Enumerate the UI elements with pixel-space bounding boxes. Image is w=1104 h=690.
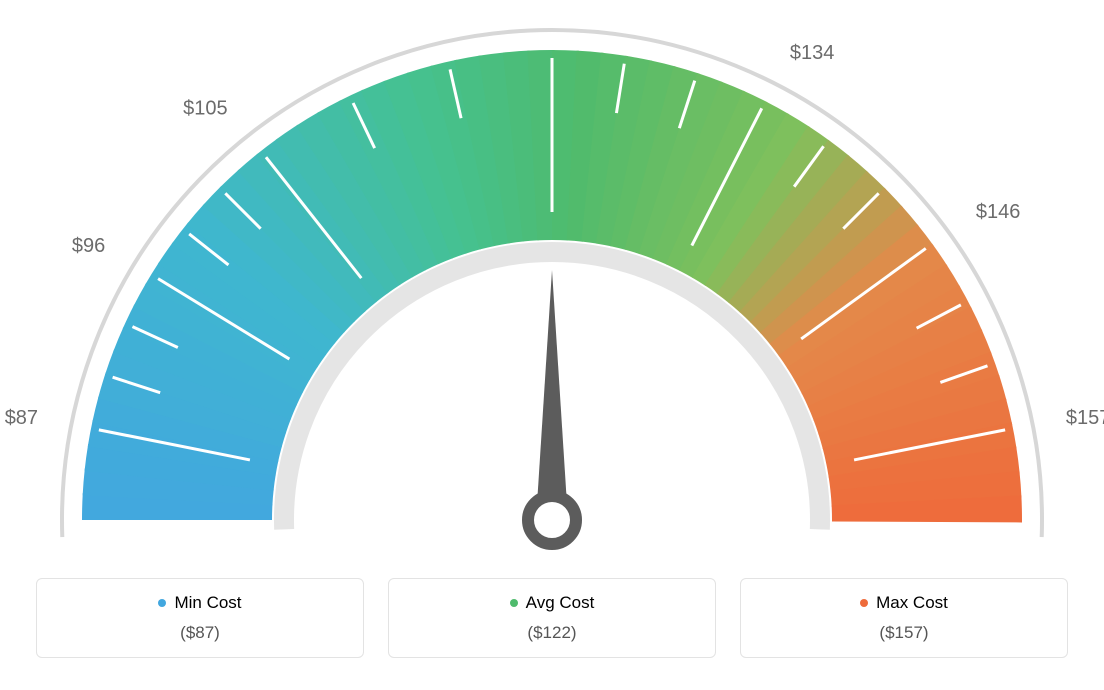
gauge-tick-label: $122 [530,0,575,1]
legend-card-min: Min Cost ($87) [36,578,364,658]
legend-dot-avg [510,599,518,607]
gauge-needle [536,270,568,520]
gauge-chart: $87 $96 $105 $122 $134 $146 $157 [0,0,1104,570]
legend-label-max: Max Cost [860,593,948,613]
gauge-tick-label: $134 [790,42,835,64]
legend-value-min: ($87) [47,623,353,643]
legend-dot-min [158,599,166,607]
legend-value-max: ($157) [751,623,1057,643]
gauge-svg: $87 $96 $105 $122 $134 $146 $157 [0,0,1104,570]
gauge-tick-label: $96 [72,235,105,257]
legend-label-min: Min Cost [158,593,241,613]
gauge-tick-label: $157 [1066,407,1104,429]
gauge-needle-hub [528,496,576,544]
legend-label-avg-text: Avg Cost [526,593,595,613]
gauge-tick-label: $105 [183,97,228,119]
legend-card-max: Max Cost ($157) [740,578,1068,658]
legend-row: Min Cost ($87) Avg Cost ($122) Max Cost … [0,578,1104,658]
legend-label-min-text: Min Cost [174,593,241,613]
legend-label-avg: Avg Cost [510,593,595,613]
legend-label-max-text: Max Cost [876,593,948,613]
legend-dot-max [860,599,868,607]
gauge-tick-label: $87 [5,407,38,429]
legend-value-avg: ($122) [399,623,705,643]
gauge-tick-label: $146 [976,201,1021,223]
legend-card-avg: Avg Cost ($122) [388,578,716,658]
